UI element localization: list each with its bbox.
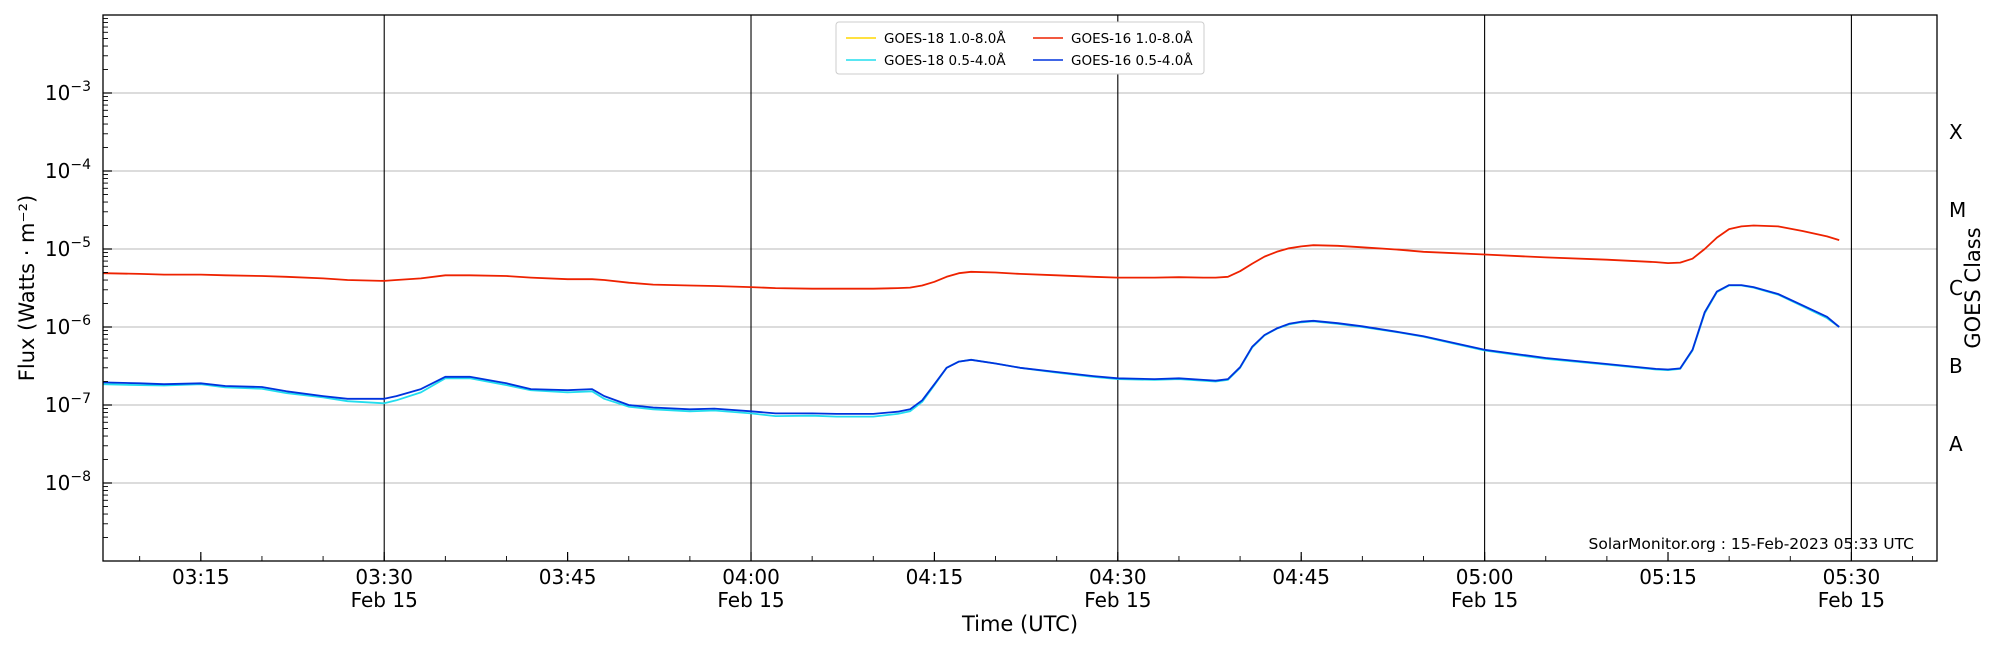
ticks <box>103 18 1913 561</box>
x-tick-label: 04:30 <box>1089 565 1147 589</box>
legend-label: GOES-16 0.5-4.0Å <box>1071 52 1193 69</box>
plot-frame <box>102 14 1938 562</box>
goes-class-label: A <box>1949 432 1963 456</box>
legend-label: GOES-16 1.0-8.0Å <box>1071 30 1193 47</box>
goes-class-label: X <box>1949 120 1963 144</box>
x-tick-label: 04:15 <box>906 565 964 589</box>
series-line <box>102 224 1840 290</box>
x-tick-label: 03:15 <box>172 565 230 589</box>
x-tick-date-label: Feb 15 <box>1451 588 1518 612</box>
y-tick-label: 10−7 <box>45 391 91 417</box>
x-tick-date-label: Feb 15 <box>1818 588 1885 612</box>
grid <box>103 15 1937 561</box>
goes-class-label: M <box>1949 198 1966 222</box>
y-tick-labels: 10−8 10−7 10−6 10−5 10−4 10−3 <box>45 79 91 495</box>
y-tick-label: 10−4 <box>45 157 91 183</box>
goes-class-label: B <box>1949 354 1963 378</box>
y-axis-label: Flux (Watts · m⁻²) <box>15 195 39 381</box>
x-tick-date-label: Feb 15 <box>717 588 784 612</box>
y-axis-label-right: GOES Class <box>1961 227 1985 348</box>
legend-label: GOES-18 1.0-8.0Å <box>884 30 1006 47</box>
legend-box <box>835 21 1205 75</box>
credit-label: SolarMonitor.org : 15-Feb-2023 05:33 UTC <box>1589 535 1914 553</box>
x-tick-label: 03:30 <box>355 565 413 589</box>
series-layer <box>102 224 1840 418</box>
x-tick-label: 05:30 <box>1823 565 1881 589</box>
x-tick-label: 04:45 <box>1272 565 1330 589</box>
goes-class-label: C <box>1949 276 1963 300</box>
series-line <box>102 284 1840 415</box>
y-tick-label: 10−8 <box>45 469 91 495</box>
x-axis-label: Time (UTC) <box>961 612 1078 636</box>
y-tick-label: 10−6 <box>45 313 91 339</box>
legend-label: GOES-18 0.5-4.0Å <box>884 52 1006 69</box>
x-tick-label: 03:45 <box>539 565 597 589</box>
goes-class-labels: A B C M X <box>1949 120 1966 456</box>
y-tick-label: 10−3 <box>45 79 91 105</box>
y-tick-label: 10−5 <box>45 235 91 261</box>
x-tick-label: 05:15 <box>1639 565 1697 589</box>
x-tick-date-label: Feb 15 <box>351 588 418 612</box>
x-tick-date-label: Feb 15 <box>1084 588 1151 612</box>
x-tick-label: 05:00 <box>1456 565 1514 589</box>
legend: GOES-18 1.0-8.0Å GOES-18 0.5-4.0Å GOES-16 … <box>835 21 1205 75</box>
x-tick-label: 04:00 <box>722 565 780 589</box>
